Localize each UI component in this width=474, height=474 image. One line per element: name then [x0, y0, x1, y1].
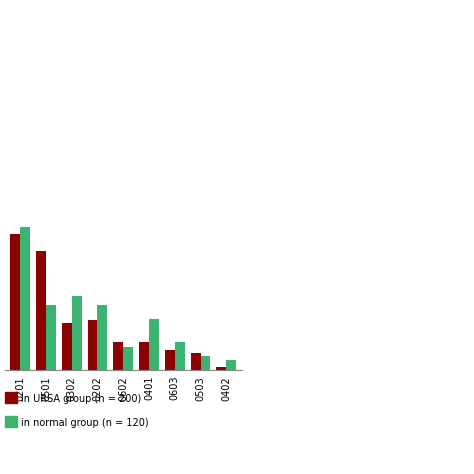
Bar	[226, 360, 236, 370]
Bar	[149, 319, 159, 370]
Bar	[175, 342, 184, 370]
Text: in URSA group (n = 200): in URSA group (n = 200)	[21, 394, 142, 404]
Bar	[201, 356, 210, 370]
Bar	[113, 342, 123, 370]
Bar	[20, 227, 30, 370]
Bar	[98, 305, 107, 370]
Bar	[123, 346, 133, 370]
Bar	[88, 320, 98, 370]
Text: in normal group (n = 120): in normal group (n = 120)	[21, 418, 149, 428]
Bar	[46, 305, 56, 370]
Bar	[62, 323, 72, 370]
Bar	[139, 342, 149, 370]
Bar	[36, 251, 46, 370]
Bar	[191, 353, 201, 370]
Bar	[10, 234, 20, 370]
Bar	[72, 296, 82, 370]
Bar	[165, 350, 175, 370]
Bar	[217, 367, 226, 370]
